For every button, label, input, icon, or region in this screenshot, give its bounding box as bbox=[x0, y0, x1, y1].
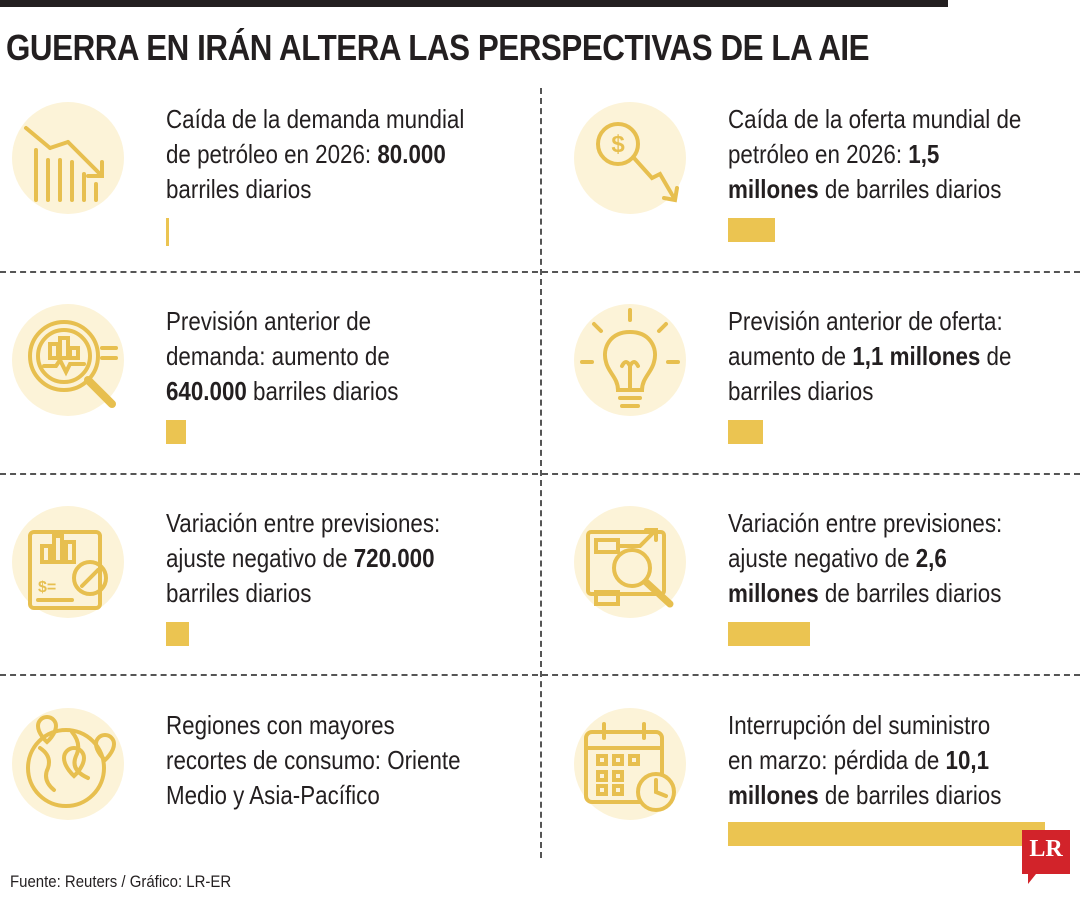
dollar-arrow-down-icon: $ bbox=[574, 102, 686, 214]
row-divider bbox=[0, 473, 1080, 475]
top-rule bbox=[0, 0, 948, 7]
stat-line: 640.000 barriles diarios bbox=[166, 376, 399, 406]
calendar-clock-icon bbox=[574, 708, 686, 820]
stat-text: Caída de la oferta mundial de petróleo e… bbox=[728, 102, 1055, 207]
analytics-magnifier-icon bbox=[574, 506, 686, 618]
value-bar bbox=[166, 622, 189, 646]
row-divider bbox=[0, 271, 1080, 273]
stat-unit: millones bbox=[728, 174, 819, 204]
source-note: Fuente: Reuters / Gráfico: LR-ER bbox=[10, 872, 232, 891]
stat-line: millones de barriles diarios bbox=[728, 578, 1002, 608]
stat-value: 2,6 bbox=[915, 543, 947, 573]
stat-line: de petróleo en 2026: 80.000 bbox=[166, 139, 446, 169]
stat-text: Caída de la demanda mundial de petróleo … bbox=[166, 102, 493, 207]
stat-cell-previous-demand: Previsión anterior de demanda: aumento d… bbox=[0, 290, 540, 490]
value-bar bbox=[166, 218, 169, 246]
stat-cell-regions: Regiones con mayores recortes de consumo… bbox=[0, 694, 540, 894]
magnifier-chart-icon bbox=[12, 304, 124, 416]
stat-value: 640.000 bbox=[166, 376, 247, 406]
stat-line: Regiones con mayores bbox=[166, 710, 395, 740]
stat-line: millones de barriles diarios bbox=[728, 174, 1002, 204]
stat-line: Interrupción del suministro bbox=[728, 710, 991, 740]
stat-value: 720.000 bbox=[353, 543, 435, 573]
stat-cell-supply-interruption: Interrupción del suministro en marzo: pé… bbox=[562, 694, 1080, 894]
value-bar bbox=[166, 420, 186, 444]
stat-line: barriles diarios bbox=[728, 376, 874, 406]
stat-value: 1,5 bbox=[908, 139, 940, 169]
stat-line: barriles diarios bbox=[166, 578, 312, 608]
stat-line: Previsión anterior de oferta: bbox=[728, 306, 1003, 336]
value-bar bbox=[728, 822, 1045, 846]
value-bar bbox=[728, 420, 763, 444]
stat-text: Interrupción del suministro en marzo: pé… bbox=[728, 708, 1055, 813]
stat-value: 1,1 millones bbox=[852, 341, 981, 371]
stat-value: 80.000 bbox=[377, 139, 446, 169]
declining-bar-chart-icon bbox=[12, 102, 124, 214]
value-bar bbox=[728, 622, 810, 646]
stat-text: Variación entre previsiones: ajuste nega… bbox=[728, 506, 1055, 611]
stat-line: petróleo en 2026: 1,5 bbox=[728, 139, 940, 169]
value-bar bbox=[728, 218, 775, 242]
svg-text:$=: $= bbox=[38, 579, 56, 596]
stat-text: Previsión anterior de oferta: aumento de… bbox=[728, 304, 1055, 409]
stat-line: ajuste negativo de 720.000 bbox=[166, 543, 435, 573]
stat-unit: millones bbox=[728, 578, 819, 608]
stat-line: en marzo: pérdida de 10,1 bbox=[728, 745, 990, 775]
logo-text: LR bbox=[1029, 836, 1063, 862]
stat-text: Regiones con mayores recortes de consumo… bbox=[166, 708, 493, 813]
stat-line: Variación entre previsiones: bbox=[166, 508, 441, 538]
stat-line: Medio y Asia-Pacífico bbox=[166, 780, 380, 810]
stat-line: barriles diarios bbox=[166, 174, 312, 204]
stat-line: recortes de consumo: Oriente bbox=[166, 745, 461, 775]
stat-cell-demand-drop: Caída de la demanda mundial de petróleo … bbox=[0, 88, 540, 288]
stat-line: Caída de la demanda mundial bbox=[166, 104, 465, 134]
stat-line: demanda: aumento de bbox=[166, 341, 390, 371]
stat-text: Variación entre previsiones: ajuste nega… bbox=[166, 506, 493, 611]
stat-unit: millones bbox=[728, 780, 819, 810]
stat-text: Previsión anterior de demanda: aumento d… bbox=[166, 304, 493, 409]
light-bulb-icon bbox=[574, 304, 686, 416]
lr-logo: LR bbox=[1022, 830, 1070, 884]
stat-line: Variación entre previsiones: bbox=[728, 508, 1003, 538]
stat-value: 10,1 bbox=[945, 745, 990, 775]
report-percent-icon: $= bbox=[12, 506, 124, 618]
stat-line: millones de barriles diarios bbox=[728, 780, 1002, 810]
stat-cell-demand-variation: $= Variación entre previsiones: ajuste n… bbox=[0, 492, 540, 692]
page-title: GUERRA EN IRÁN ALTERA LAS PERSPECTIVAS D… bbox=[6, 27, 870, 68]
stat-line: Caída de la oferta mundial de bbox=[728, 104, 1022, 134]
stat-cell-previous-supply: Previsión anterior de oferta: aumento de… bbox=[562, 290, 1080, 490]
stat-line: Previsión anterior de bbox=[166, 306, 372, 336]
stat-line: ajuste negativo de 2,6 bbox=[728, 543, 947, 573]
row-divider bbox=[0, 674, 1080, 676]
stat-cell-supply-variation: Variación entre previsiones: ajuste nega… bbox=[562, 492, 1080, 692]
svg-text:$: $ bbox=[611, 131, 625, 158]
globe-location-pins-icon bbox=[12, 708, 124, 820]
stat-cell-supply-drop: $ Caída de la oferta mundial de petróleo… bbox=[562, 88, 1080, 288]
stat-line: aumento de 1,1 millones de bbox=[728, 341, 1012, 371]
